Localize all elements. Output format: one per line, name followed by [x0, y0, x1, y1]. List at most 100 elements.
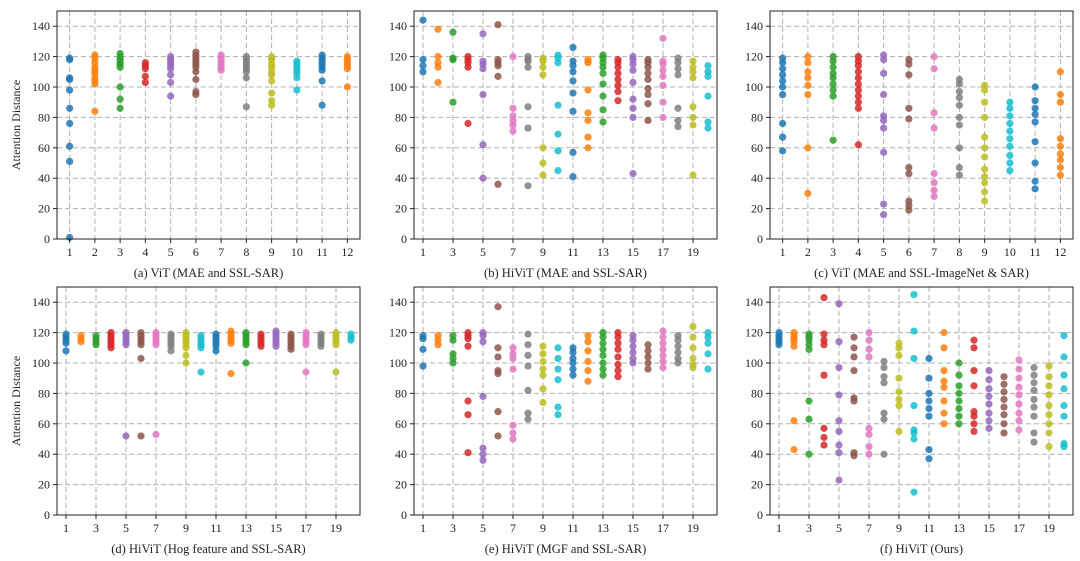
x-tick-label: 19	[1043, 521, 1055, 535]
data-point	[554, 376, 562, 384]
data-point	[955, 101, 963, 109]
data-point	[509, 365, 517, 373]
data-point	[167, 71, 175, 79]
x-tick-label: 7	[510, 245, 516, 259]
x-tick-label: 11	[210, 521, 222, 535]
data-point	[524, 351, 532, 359]
x-tick-label: 2	[805, 245, 811, 259]
data-point	[1015, 383, 1023, 391]
data-point	[1045, 411, 1053, 419]
x-tick-label: 1	[420, 245, 426, 259]
data-point	[659, 327, 667, 335]
data-point	[940, 377, 948, 385]
data-point	[970, 382, 978, 390]
data-point	[689, 103, 697, 111]
data-point	[116, 95, 124, 103]
data-point	[985, 385, 993, 393]
x-tick-label: 4	[855, 245, 861, 259]
data-point	[1056, 163, 1064, 172]
y-tick-label: 60	[38, 417, 50, 431]
data-point	[910, 401, 918, 410]
data-point	[865, 450, 873, 458]
data-point	[981, 165, 989, 173]
data-point	[895, 351, 903, 359]
data-point	[66, 56, 74, 64]
data-point	[674, 65, 682, 73]
data-point	[930, 109, 938, 117]
data-point	[955, 144, 963, 152]
data-point	[524, 415, 532, 423]
data-point	[1006, 98, 1014, 106]
data-point	[242, 74, 250, 82]
data-point	[227, 370, 235, 378]
data-point	[905, 104, 913, 112]
data-point	[854, 62, 862, 70]
data-point	[152, 430, 160, 439]
data-point	[1030, 412, 1038, 420]
data-point	[1056, 150, 1064, 158]
data-point	[955, 389, 963, 397]
data-point	[584, 357, 592, 366]
data-point	[614, 345, 622, 353]
data-point	[197, 344, 205, 352]
data-point	[182, 344, 190, 352]
data-point	[820, 341, 828, 349]
data-point	[1031, 97, 1039, 105]
y-tick-label: 40	[38, 447, 50, 461]
data-point	[689, 113, 697, 121]
data-point	[524, 386, 532, 394]
data-point	[479, 141, 487, 149]
data-point	[659, 98, 667, 106]
axes-frame	[769, 10, 1074, 240]
data-point	[272, 342, 280, 350]
data-point	[704, 118, 712, 126]
data-point	[704, 333, 712, 341]
data-point	[880, 148, 888, 156]
data-point	[779, 91, 787, 99]
data-point	[674, 348, 682, 356]
data-point	[182, 359, 190, 367]
data-point	[644, 100, 652, 108]
y-tick-label: 100	[745, 80, 763, 94]
x-tick-label: 17	[300, 521, 312, 535]
data-point	[790, 417, 798, 425]
data-point	[569, 371, 577, 379]
data-point	[985, 424, 993, 432]
y-tick-label: 140	[389, 19, 407, 33]
data-point	[955, 382, 963, 390]
data-point	[257, 342, 265, 350]
y-tick-label: 20	[751, 478, 763, 492]
data-point	[554, 411, 562, 419]
data-point	[66, 75, 74, 83]
data-point	[659, 72, 667, 80]
data-point	[1030, 438, 1038, 446]
data-point	[614, 360, 622, 369]
data-point	[880, 409, 888, 417]
data-point	[779, 147, 787, 155]
data-point	[1060, 332, 1068, 340]
data-point	[1030, 403, 1038, 411]
data-point	[854, 80, 862, 88]
data-point	[629, 60, 637, 68]
x-tick-label: 6	[193, 245, 199, 259]
x-tick-label: 15	[983, 521, 995, 535]
data-point	[820, 371, 828, 379]
data-point	[1030, 429, 1038, 437]
data-point	[689, 344, 697, 352]
data-point	[1000, 380, 1008, 388]
data-point	[1056, 135, 1064, 143]
y-tick-label: 120	[389, 326, 407, 340]
x-tick-label: 11	[567, 521, 579, 535]
data-point	[524, 330, 532, 338]
data-point	[629, 336, 637, 344]
data-point	[880, 56, 888, 64]
data-point	[192, 91, 200, 99]
y-tick-label: 100	[389, 80, 407, 94]
data-point	[1056, 68, 1064, 76]
data-point	[880, 357, 888, 366]
data-point	[584, 116, 592, 125]
data-point	[955, 121, 963, 129]
data-point	[584, 133, 592, 141]
